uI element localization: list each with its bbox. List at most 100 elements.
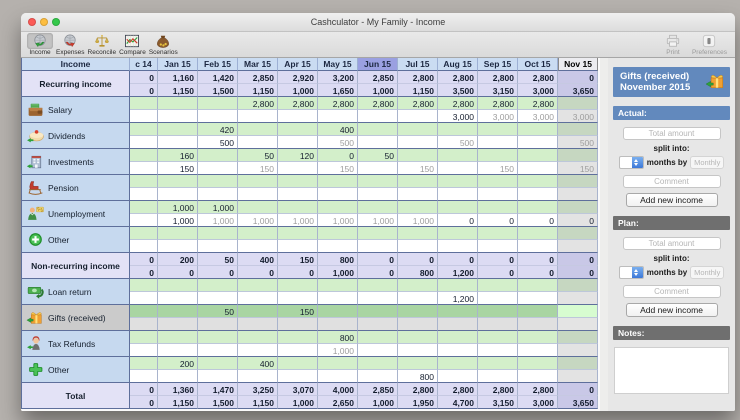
cell-salary-plan-oct-15[interactable]: 3,000 bbox=[518, 110, 558, 123]
cell-loan-return-plan-c-14[interactable] bbox=[130, 292, 158, 305]
cell-loan-return-plan-mar-15[interactable] bbox=[238, 292, 278, 305]
cell-dividends-actual-aug-15[interactable] bbox=[438, 123, 478, 136]
cell-salary-actual-may-15[interactable]: 2,800 bbox=[318, 97, 358, 110]
cell-investments-actual-nov-15[interactable] bbox=[558, 149, 598, 162]
cell-tax-refunds-actual-c-14[interactable] bbox=[130, 331, 158, 344]
cell-gifts-received-actual-aug-15[interactable] bbox=[438, 305, 478, 318]
cell-pension-actual-may-15[interactable] bbox=[318, 175, 358, 188]
cell-tax-refunds-plan-may-15[interactable]: 1,000 bbox=[318, 344, 358, 357]
category-label-dividends[interactable]: Dividends bbox=[22, 123, 130, 149]
close-button[interactable] bbox=[28, 18, 36, 26]
category-label-investments[interactable]: Investments bbox=[22, 149, 130, 175]
cell-other-plan-mar-15[interactable] bbox=[238, 240, 278, 253]
cell-pension-actual-nov-15[interactable] bbox=[558, 175, 598, 188]
cell-loan-return-actual-nov-15[interactable] bbox=[558, 279, 598, 292]
cell-other-plan-sep-15[interactable] bbox=[478, 370, 518, 383]
category-label-pension[interactable]: Pension bbox=[22, 175, 130, 201]
cell-gifts-received-plan-c-14[interactable] bbox=[130, 318, 158, 331]
cell-dividends-actual-apr-15[interactable] bbox=[278, 123, 318, 136]
cell-dividends-plan-oct-15[interactable] bbox=[518, 136, 558, 149]
cell-investments-plan-mar-15[interactable]: 150 bbox=[238, 162, 278, 175]
cell-other-actual-jul-15[interactable] bbox=[398, 227, 438, 240]
cell-pension-plan-mar-15[interactable] bbox=[238, 188, 278, 201]
cell-tax-refunds-plan-jun-15[interactable] bbox=[358, 344, 398, 357]
column-header-feb-15[interactable]: Feb 15 bbox=[198, 58, 238, 71]
cell-other-plan-sep-15[interactable] bbox=[478, 240, 518, 253]
cell-dividends-actual-jan-15[interactable] bbox=[158, 123, 198, 136]
cell-investments-actual-jul-15[interactable] bbox=[398, 149, 438, 162]
cell-dividends-actual-jun-15[interactable] bbox=[358, 123, 398, 136]
cell-tax-refunds-actual-nov-15[interactable] bbox=[558, 331, 598, 344]
cell-other-actual-jul-15[interactable] bbox=[398, 357, 438, 370]
cell-tax-refunds-plan-jul-15[interactable] bbox=[398, 344, 438, 357]
cell-gifts-received-plan-may-15[interactable] bbox=[318, 318, 358, 331]
toolbar-compare-button[interactable]: Compare bbox=[119, 33, 146, 56]
cell-salary-plan-c-14[interactable] bbox=[130, 110, 158, 123]
cell-loan-return-plan-oct-15[interactable] bbox=[518, 292, 558, 305]
cell-other-actual-sep-15[interactable] bbox=[478, 357, 518, 370]
cell-tax-refunds-plan-aug-15[interactable] bbox=[438, 344, 478, 357]
cell-tax-refunds-plan-sep-15[interactable] bbox=[478, 344, 518, 357]
cell-loan-return-plan-sep-15[interactable] bbox=[478, 292, 518, 305]
cell-other-actual-may-15[interactable] bbox=[318, 357, 358, 370]
cell-other-plan-apr-15[interactable] bbox=[278, 240, 318, 253]
cell-salary-plan-apr-15[interactable] bbox=[278, 110, 318, 123]
cell-unemployment-plan-mar-15[interactable]: 1,000 bbox=[238, 214, 278, 227]
notes-area[interactable] bbox=[614, 347, 729, 394]
cell-unemployment-actual-oct-15[interactable] bbox=[518, 201, 558, 214]
cell-other-plan-jan-15[interactable] bbox=[158, 370, 198, 383]
cell-unemployment-actual-jul-15[interactable] bbox=[398, 201, 438, 214]
cell-pension-actual-jan-15[interactable] bbox=[158, 175, 198, 188]
cell-other-plan-jul-15[interactable]: 800 bbox=[398, 370, 438, 383]
cell-salary-plan-feb-15[interactable] bbox=[198, 110, 238, 123]
cell-other-actual-may-15[interactable] bbox=[318, 227, 358, 240]
cell-tax-refunds-actual-apr-15[interactable] bbox=[278, 331, 318, 344]
cell-loan-return-actual-jun-15[interactable] bbox=[358, 279, 398, 292]
cell-investments-plan-sep-15[interactable]: 150 bbox=[478, 162, 518, 175]
toolbar-income-button[interactable]: Income bbox=[27, 33, 53, 56]
cell-unemployment-actual-mar-15[interactable] bbox=[238, 201, 278, 214]
cell-salary-actual-mar-15[interactable]: 2,800 bbox=[238, 97, 278, 110]
cell-dividends-plan-aug-15[interactable]: 500 bbox=[438, 136, 478, 149]
cell-salary-actual-aug-15[interactable]: 2,800 bbox=[438, 97, 478, 110]
column-header-sep-15[interactable]: Sep 15 bbox=[478, 58, 518, 71]
cell-pension-actual-mar-15[interactable] bbox=[238, 175, 278, 188]
cell-investments-actual-may-15[interactable]: 0 bbox=[318, 149, 358, 162]
cell-tax-refunds-plan-oct-15[interactable] bbox=[518, 344, 558, 357]
cell-pension-plan-jun-15[interactable] bbox=[358, 188, 398, 201]
cell-dividends-actual-c-14[interactable] bbox=[130, 123, 158, 136]
cell-pension-plan-apr-15[interactable] bbox=[278, 188, 318, 201]
cell-tax-refunds-actual-oct-15[interactable] bbox=[518, 331, 558, 344]
cell-investments-actual-aug-15[interactable] bbox=[438, 149, 478, 162]
cell-other-plan-oct-15[interactable] bbox=[518, 240, 558, 253]
cell-other-actual-mar-15[interactable] bbox=[238, 227, 278, 240]
cell-other-plan-jul-15[interactable] bbox=[398, 240, 438, 253]
cell-dividends-plan-jul-15[interactable] bbox=[398, 136, 438, 149]
plan-period-field[interactable] bbox=[690, 266, 725, 279]
column-header-jun-15[interactable]: Jun 15 bbox=[358, 58, 398, 71]
plan-comment-input[interactable] bbox=[622, 285, 721, 298]
cell-other-plan-nov-15[interactable] bbox=[558, 370, 598, 383]
cell-other-plan-nov-15[interactable] bbox=[558, 240, 598, 253]
cell-salary-plan-mar-15[interactable] bbox=[238, 110, 278, 123]
cell-other-plan-feb-15[interactable] bbox=[198, 240, 238, 253]
cell-other-plan-oct-15[interactable] bbox=[518, 370, 558, 383]
cell-pension-plan-sep-15[interactable] bbox=[478, 188, 518, 201]
cell-dividends-plan-jun-15[interactable] bbox=[358, 136, 398, 149]
cell-dividends-plan-mar-15[interactable] bbox=[238, 136, 278, 149]
cell-investments-actual-mar-15[interactable]: 50 bbox=[238, 149, 278, 162]
cell-loan-return-plan-jul-15[interactable] bbox=[398, 292, 438, 305]
cell-loan-return-actual-aug-15[interactable] bbox=[438, 279, 478, 292]
cell-unemployment-plan-jul-15[interactable]: 1,000 bbox=[398, 214, 438, 227]
cell-dividends-plan-apr-15[interactable] bbox=[278, 136, 318, 149]
cell-investments-plan-feb-15[interactable] bbox=[198, 162, 238, 175]
cell-gifts-received-plan-oct-15[interactable] bbox=[518, 318, 558, 331]
cell-pension-actual-jun-15[interactable] bbox=[358, 175, 398, 188]
cell-unemployment-plan-jan-15[interactable]: 1,000 bbox=[158, 214, 198, 227]
cell-gifts-received-plan-feb-15[interactable] bbox=[198, 318, 238, 331]
cell-dividends-plan-c-14[interactable] bbox=[130, 136, 158, 149]
cell-pension-actual-apr-15[interactable] bbox=[278, 175, 318, 188]
cell-salary-plan-aug-15[interactable]: 3,000 bbox=[438, 110, 478, 123]
cell-pension-plan-oct-15[interactable] bbox=[518, 188, 558, 201]
cell-other-actual-aug-15[interactable] bbox=[438, 227, 478, 240]
